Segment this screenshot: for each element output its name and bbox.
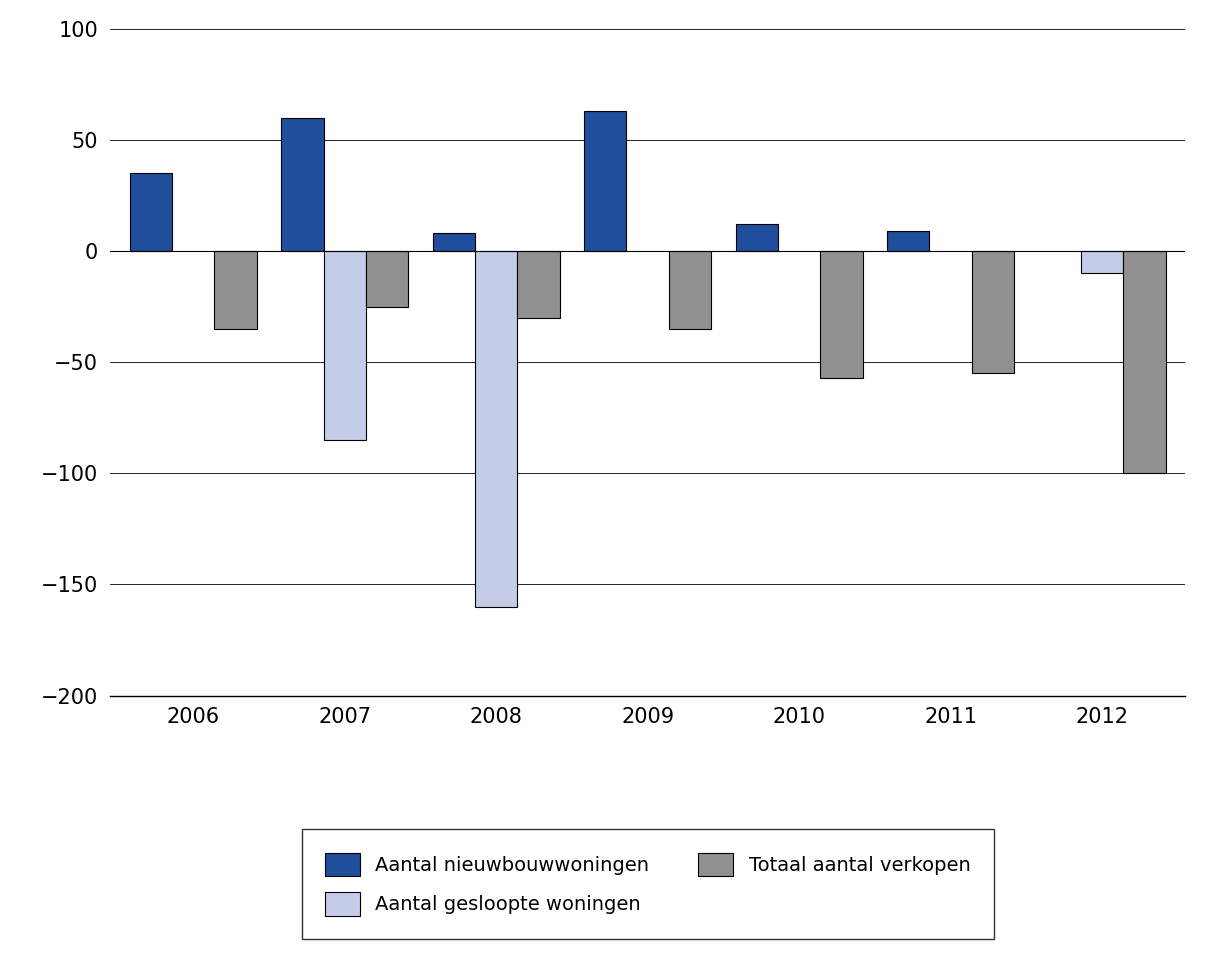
Bar xyxy=(281,118,324,251)
Bar xyxy=(475,251,517,607)
Bar xyxy=(820,251,863,378)
Bar xyxy=(215,251,257,328)
Bar xyxy=(130,173,172,251)
Bar xyxy=(433,234,475,251)
Bar xyxy=(365,251,408,306)
Bar xyxy=(1080,251,1123,273)
Bar xyxy=(324,251,365,440)
Bar xyxy=(517,251,560,318)
Bar xyxy=(971,251,1014,373)
Bar xyxy=(736,224,778,251)
Bar xyxy=(668,251,711,328)
Bar xyxy=(584,111,627,251)
Bar xyxy=(1123,251,1166,473)
Legend: Aantal nieuwbouwwoningen, Aantal gesloopte woningen, Totaal aantal verkopen: Aantal nieuwbouwwoningen, Aantal gesloop… xyxy=(302,830,993,939)
Bar xyxy=(887,231,930,251)
